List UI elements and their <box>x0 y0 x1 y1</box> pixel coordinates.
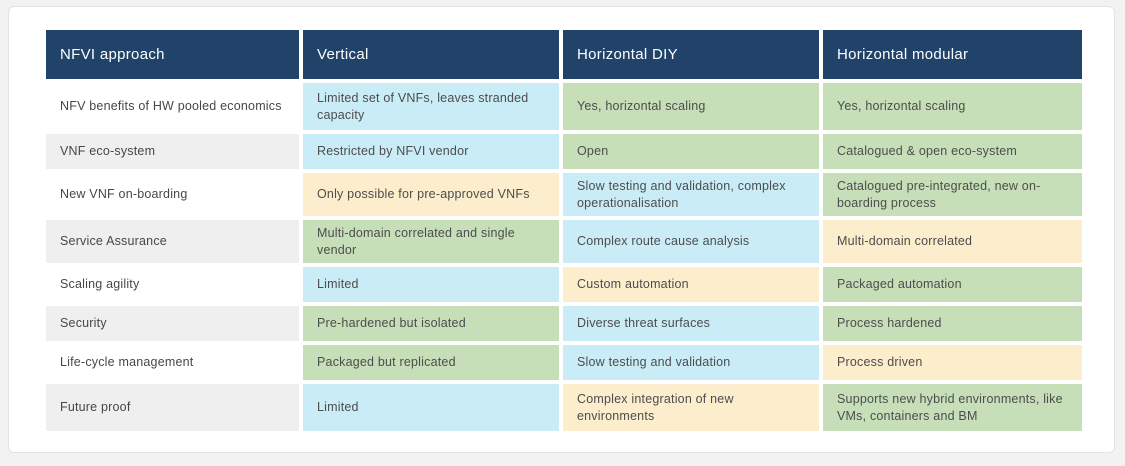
table-cell: Diverse threat surfaces <box>563 306 819 341</box>
table-cell: Multi-domain correlated and single vendo… <box>303 220 559 263</box>
table-cell: Limited set of VNFs, leaves stranded cap… <box>303 83 559 130</box>
row-label-nfv-benefits: NFV benefits of HW pooled economics <box>46 83 299 130</box>
table-cell: Catalogued pre-integrated, new on-boardi… <box>823 173 1082 216</box>
comparison-card: NFVI approach Vertical Horizontal DIY Ho… <box>8 6 1115 453</box>
table-cell: Open <box>563 134 819 169</box>
table-cell: Limited <box>303 384 559 431</box>
row-label-vnf-eco-system: VNF eco-system <box>46 134 299 169</box>
table-cell: Process hardened <box>823 306 1082 341</box>
row-label-security: Security <box>46 306 299 341</box>
column-header-horizontal-diy: Horizontal DIY <box>563 30 819 79</box>
table-cell: Packaged but replicated <box>303 345 559 380</box>
row-label-life-cycle-management: Life-cycle management <box>46 345 299 380</box>
table-cell: Yes, horizontal scaling <box>563 83 819 130</box>
row-label-future-proof: Future proof <box>46 384 299 431</box>
table-cell: Supports new hybrid environments, like V… <box>823 384 1082 431</box>
table-cell: Pre-hardened but isolated <box>303 306 559 341</box>
row-label-new-vnf-on-boarding: New VNF on-boarding <box>46 173 299 216</box>
table-cell: Yes, horizontal scaling <box>823 83 1082 130</box>
table-cell: Complex route cause analysis <box>563 220 819 263</box>
column-header-vertical: Vertical <box>303 30 559 79</box>
column-header-horizontal-modular: Horizontal modular <box>823 30 1082 79</box>
table-cell: Only possible for pre-approved VNFs <box>303 173 559 216</box>
table-cell: Custom automation <box>563 267 819 302</box>
table-cell: Packaged automation <box>823 267 1082 302</box>
row-label-scaling-agility: Scaling agility <box>46 267 299 302</box>
table-cell: Catalogued & open eco-system <box>823 134 1082 169</box>
table-cell: Process driven <box>823 345 1082 380</box>
table-cell: Multi-domain correlated <box>823 220 1082 263</box>
row-label-service-assurance: Service Assurance <box>46 220 299 263</box>
table-cell: Restricted by NFVI vendor <box>303 134 559 169</box>
table-cell: Slow testing and validation <box>563 345 819 380</box>
table-cell: Slow testing and validation, complex ope… <box>563 173 819 216</box>
table-cell: Limited <box>303 267 559 302</box>
nfvi-comparison-table: NFVI approach Vertical Horizontal DIY Ho… <box>46 30 1082 431</box>
column-header-nfvi-approach: NFVI approach <box>46 30 299 79</box>
table-cell: Complex integration of new environments <box>563 384 819 431</box>
